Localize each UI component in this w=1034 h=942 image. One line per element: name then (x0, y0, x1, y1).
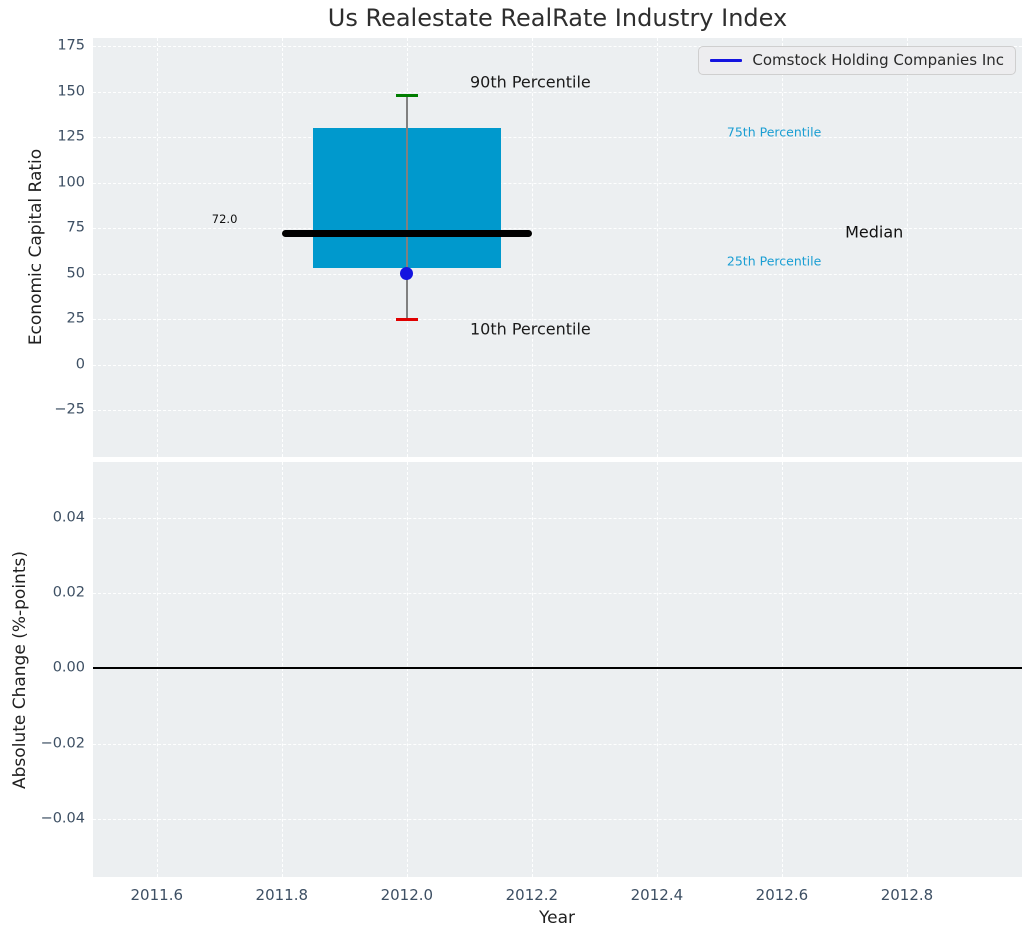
x-tick-label: 2012.6 (755, 886, 809, 904)
gridline-horizontal (93, 743, 1022, 745)
x-tick-label: 2012.0 (380, 886, 434, 904)
chart-title: Us Realestate RealRate Industry Index (327, 4, 788, 32)
gridline-vertical (531, 38, 533, 457)
gridline-horizontal (93, 137, 1022, 139)
x-tick-label: 2012.4 (630, 886, 684, 904)
y-tick-label: −25 (54, 401, 85, 418)
x-tick-label: 2012.8 (880, 886, 934, 904)
annotation-25th-percentile: 25th Percentile (726, 253, 822, 269)
gridline-horizontal (93, 819, 1022, 820)
gridline-horizontal (93, 182, 1022, 184)
gridline-vertical (906, 38, 908, 457)
y-tick-label: 25 (66, 310, 85, 327)
gridline-horizontal (93, 593, 1022, 595)
gridline-vertical (906, 462, 908, 877)
gridline-vertical (406, 462, 408, 877)
y-tick-label: 175 (57, 37, 85, 54)
x-tick-label: 2011.6 (130, 886, 184, 904)
y-tick-label: 100 (57, 174, 85, 191)
gridline-horizontal (93, 517, 1022, 519)
gridline-vertical (781, 38, 783, 457)
y-tick-label: 75 (66, 219, 85, 236)
gridline-vertical (281, 462, 283, 877)
whisker-cap-10th (395, 317, 418, 321)
legend: Comstock Holding Companies Inc (698, 46, 1016, 75)
gridline-vertical (156, 38, 158, 457)
annotation-90th-percentile: 90th Percentile (469, 72, 591, 92)
gridline-horizontal (93, 410, 1022, 412)
y-tick-label: 125 (57, 128, 85, 145)
gridline-vertical (156, 462, 158, 877)
annotation-10th-percentile: 10th Percentile (469, 319, 591, 339)
zero-line (93, 667, 1022, 670)
y-tick-label: −0.04 (40, 810, 85, 827)
bottom-plot-area (93, 462, 1022, 877)
y-tick-label: 0.04 (52, 509, 85, 526)
y-tick-label: 0.00 (52, 660, 85, 677)
gridline-horizontal (93, 228, 1022, 230)
gridline-horizontal (93, 46, 1022, 47)
gridline-horizontal (93, 319, 1022, 321)
y-tick-label: 150 (57, 83, 85, 100)
y-tick-label: −0.02 (40, 735, 85, 752)
gridline-vertical (781, 462, 783, 877)
top-plot-area: Comstock Holding Companies Inc 90th Perc… (93, 38, 1022, 457)
gridline-horizontal (93, 91, 1022, 93)
gridline-vertical (656, 38, 658, 457)
y-tick-label: 0.02 (52, 584, 85, 601)
y-tick-label: 50 (66, 265, 85, 282)
x-tick-label: 2011.8 (255, 886, 309, 904)
x-axis-label: Year (539, 908, 575, 928)
annotation-75th-percentile: 75th Percentile (726, 124, 822, 140)
y-tick-label: 0 (75, 356, 85, 373)
median-line (281, 229, 532, 237)
x-tick-label: 2012.2 (505, 886, 559, 904)
whisker-line (406, 95, 408, 320)
legend-series-label: Comstock Holding Companies Inc (752, 51, 1004, 69)
legend-line-sample (710, 58, 743, 62)
whisker-cap-90th (395, 93, 418, 97)
annotation-72-0: 72.0 (211, 211, 238, 226)
gridline-vertical (531, 462, 533, 877)
gridline-vertical (656, 462, 658, 877)
gridline-vertical (281, 38, 283, 457)
series-data-point (400, 267, 414, 281)
gridline-horizontal (93, 273, 1022, 275)
gridline-horizontal (93, 364, 1022, 366)
annotation-median: Median (845, 222, 904, 242)
